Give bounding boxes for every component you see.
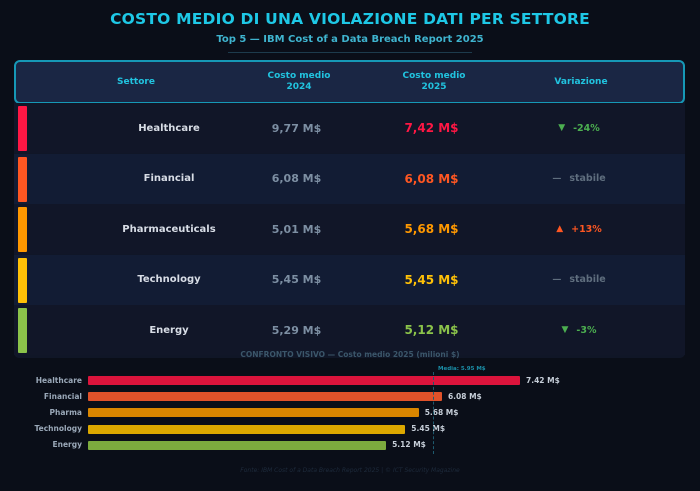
- cost-2025: 5,68 M$: [404, 222, 459, 236]
- bar-category-label: Technology: [34, 424, 82, 434]
- cost-2025: 5,45 M$: [404, 272, 459, 287]
- header-cost-2024: Costo medio 2024: [267, 71, 331, 92]
- table-row: Financial 6,08 M$ 6,08 M$ — stabile: [14, 153, 685, 204]
- variation: ▼ -3%: [499, 305, 659, 355]
- mean-label: Media: 5.95 M$: [438, 366, 486, 372]
- header-cost-2025: Costo medio 2025: [402, 71, 466, 92]
- variation-value: -3%: [576, 324, 597, 336]
- variation: — stabile: [499, 154, 659, 204]
- bar-category-label: Pharma: [49, 407, 82, 417]
- table-row: Pharmaceuticals 5,01 M$ 5,68 M$ ▲ +13%: [14, 204, 685, 254]
- bar: [88, 408, 419, 418]
- cost-2025: 7,42 M$: [404, 121, 459, 135]
- cost-2024: 6,08 M$: [271, 172, 322, 185]
- bar: [88, 392, 442, 402]
- sector-name: Energy: [149, 324, 189, 336]
- sector-name: Healthcare: [138, 122, 200, 134]
- page-title: COSTO MEDIO DI UNA VIOLAZIONE DATI PER S…: [110, 10, 590, 28]
- variation: — stabile: [499, 255, 659, 305]
- dash-icon: —: [552, 173, 562, 184]
- cost-2024: 5,45 M$: [271, 273, 322, 286]
- sector-color-marker: [18, 308, 27, 353]
- arrow-up-icon: ▲: [556, 224, 564, 234]
- cost-2024: 9,77 M$: [271, 121, 322, 135]
- table-header: Settore Costo medio 2024 Costo medio 202…: [14, 60, 685, 104]
- dash-icon: —: [552, 274, 562, 285]
- bar-value-label: 5.68 M$: [424, 407, 459, 417]
- header-sector: Settore: [117, 76, 155, 87]
- mean-reference-line: [433, 372, 434, 454]
- bar-value-label: 5.12 M$: [392, 440, 426, 450]
- table-row: Technology 5,45 M$ 5,45 M$ — stabile: [14, 254, 685, 305]
- header-variation: Variazione: [554, 76, 608, 87]
- variation: ▲ +13%: [499, 204, 659, 254]
- bar-value-label: 7.42 M$: [526, 375, 560, 385]
- variation-value: -24%: [573, 122, 600, 134]
- bar-category-label: Financial: [43, 391, 82, 401]
- bar-value-label: 6.08 M$: [447, 391, 482, 401]
- variation-value: stabile: [569, 173, 606, 184]
- table-row: Healthcare 9,77 M$ 7,42 M$ ▼ -24%: [14, 103, 685, 153]
- cost-2024: 5,29 M$: [271, 323, 322, 337]
- sector-color-marker: [18, 257, 27, 303]
- sector-color-marker: [18, 156, 27, 202]
- variation-value: +13%: [571, 223, 602, 235]
- cost-2025: 5,12 M$: [404, 323, 459, 337]
- sector-color-marker: [18, 207, 27, 252]
- table-row: Energy 5,29 M$ 5,12 M$ ▼ -3%: [14, 305, 685, 355]
- sector-color-marker: [18, 106, 27, 151]
- title-divider: [228, 52, 472, 53]
- chart-title: CONFRONTO VISIVO — Costo medio 2025 (mil…: [240, 350, 460, 359]
- sector-name: Pharmaceuticals: [122, 223, 216, 235]
- variation-value: stabile: [569, 274, 606, 285]
- bar: [88, 440, 387, 450]
- page-subtitle: Top 5 — IBM Cost of a Data Breach Report…: [216, 34, 484, 45]
- sector-name: Financial: [143, 173, 195, 184]
- sector-name: Technology: [137, 274, 201, 285]
- arrow-down-icon: ▼: [561, 325, 569, 335]
- arrow-down-icon: ▼: [558, 123, 566, 133]
- cost-2025: 6,08 M$: [404, 171, 459, 186]
- source-footer: Fonte: IBM Cost of a Data Breach Report …: [240, 467, 460, 474]
- cost-2024: 5,01 M$: [271, 222, 322, 236]
- variation: ▼ -24%: [499, 103, 659, 153]
- bar-category-label: Energy: [52, 440, 82, 450]
- bar-value-label: 5.45 M$: [411, 424, 446, 434]
- bar-category-label: Healthcare: [35, 375, 82, 385]
- bar: [88, 424, 406, 434]
- bar: [88, 376, 520, 385]
